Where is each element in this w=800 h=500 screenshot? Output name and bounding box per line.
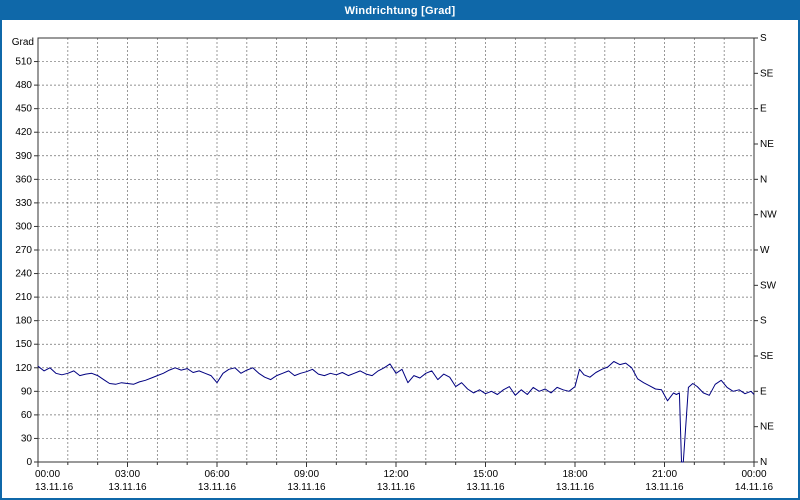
x-date-label: 13.11.16 (198, 482, 237, 493)
y-right-tick-label: NW (760, 210, 777, 221)
y-right-tick-label: SE (760, 351, 774, 362)
y-left-tick-label: 30 (21, 433, 33, 444)
y-left-tick-label: 330 (15, 198, 32, 209)
x-date-label: 13.11.16 (287, 482, 326, 493)
y-left-tick-label: 210 (15, 292, 32, 303)
x-time-label: 00:00 (35, 469, 60, 480)
x-time-label: 21:00 (652, 469, 677, 480)
x-time-label: 09:00 (294, 469, 319, 480)
x-date-label: 13.11.16 (556, 482, 595, 493)
y-left-tick-label: 150 (15, 339, 32, 350)
y-right-tick-label: W (760, 245, 770, 256)
x-time-label: 12:00 (383, 469, 408, 480)
x-date-label: 13.11.16 (35, 482, 74, 493)
y-left-tick-label: 300 (15, 221, 32, 232)
y-right-tick-label: SW (760, 280, 777, 291)
y-left-tick-label: 450 (15, 104, 32, 115)
y-left-tick-label: 270 (15, 245, 32, 256)
x-time-label: 18:00 (562, 469, 587, 480)
y-right-tick-label: E (760, 386, 767, 397)
x-date-label: 14.11.16 (735, 482, 774, 493)
window-title: Windrichtung [Grad] (344, 5, 456, 17)
y-left-tick-label: 510 (15, 57, 32, 68)
window-titlebar: Windrichtung [Grad] (2, 2, 798, 20)
x-date-label: 13.11.16 (377, 482, 416, 493)
x-time-label: 00:00 (741, 469, 766, 480)
y-left-tick-label: 390 (15, 151, 32, 162)
series-line (37, 361, 755, 463)
x-time-label: 06:00 (204, 469, 229, 480)
y-right-tick-label: SE (760, 68, 774, 79)
y-left-tick-label: 480 (15, 80, 32, 91)
y-left-tick-label: 360 (15, 174, 32, 185)
y-left-tick-label: 240 (15, 269, 32, 280)
chart-svg: 0 30 60 90 120 150 180 210 240 270 300 330 360 390 420… (12, 33, 777, 493)
y-left-tick-label: 90 (21, 386, 33, 397)
x-time-label: 15:00 (473, 469, 498, 480)
y-left-tick-label: 420 (15, 127, 32, 138)
y-right-tick-label: S (760, 316, 767, 327)
y-left-tick-label: 60 (21, 410, 33, 421)
x-date-label: 13.11.16 (645, 482, 684, 493)
y-right-tick-label: S (760, 33, 767, 44)
y-left-tick-label: 180 (15, 316, 32, 327)
y-right-tick-label: NE (760, 139, 774, 150)
y-left-tick-label: 120 (15, 363, 32, 374)
y-left-axis-title: Grad (12, 37, 34, 48)
y-right-tick-label: E (760, 104, 767, 115)
x-date-label: 13.11.16 (108, 482, 147, 493)
x-date-label: 13.11.16 (466, 482, 505, 493)
y-right-tick-label: N (760, 457, 767, 468)
y-left-tick-label: 0 (26, 457, 32, 468)
y-right-tick-label: NE (760, 422, 774, 433)
chart-area: 0 30 60 90 120 150 180 210 240 270 300 330 360 390 420… (2, 20, 798, 498)
y-right-tick-label: N (760, 174, 767, 185)
x-time-label: 03:00 (115, 469, 140, 480)
